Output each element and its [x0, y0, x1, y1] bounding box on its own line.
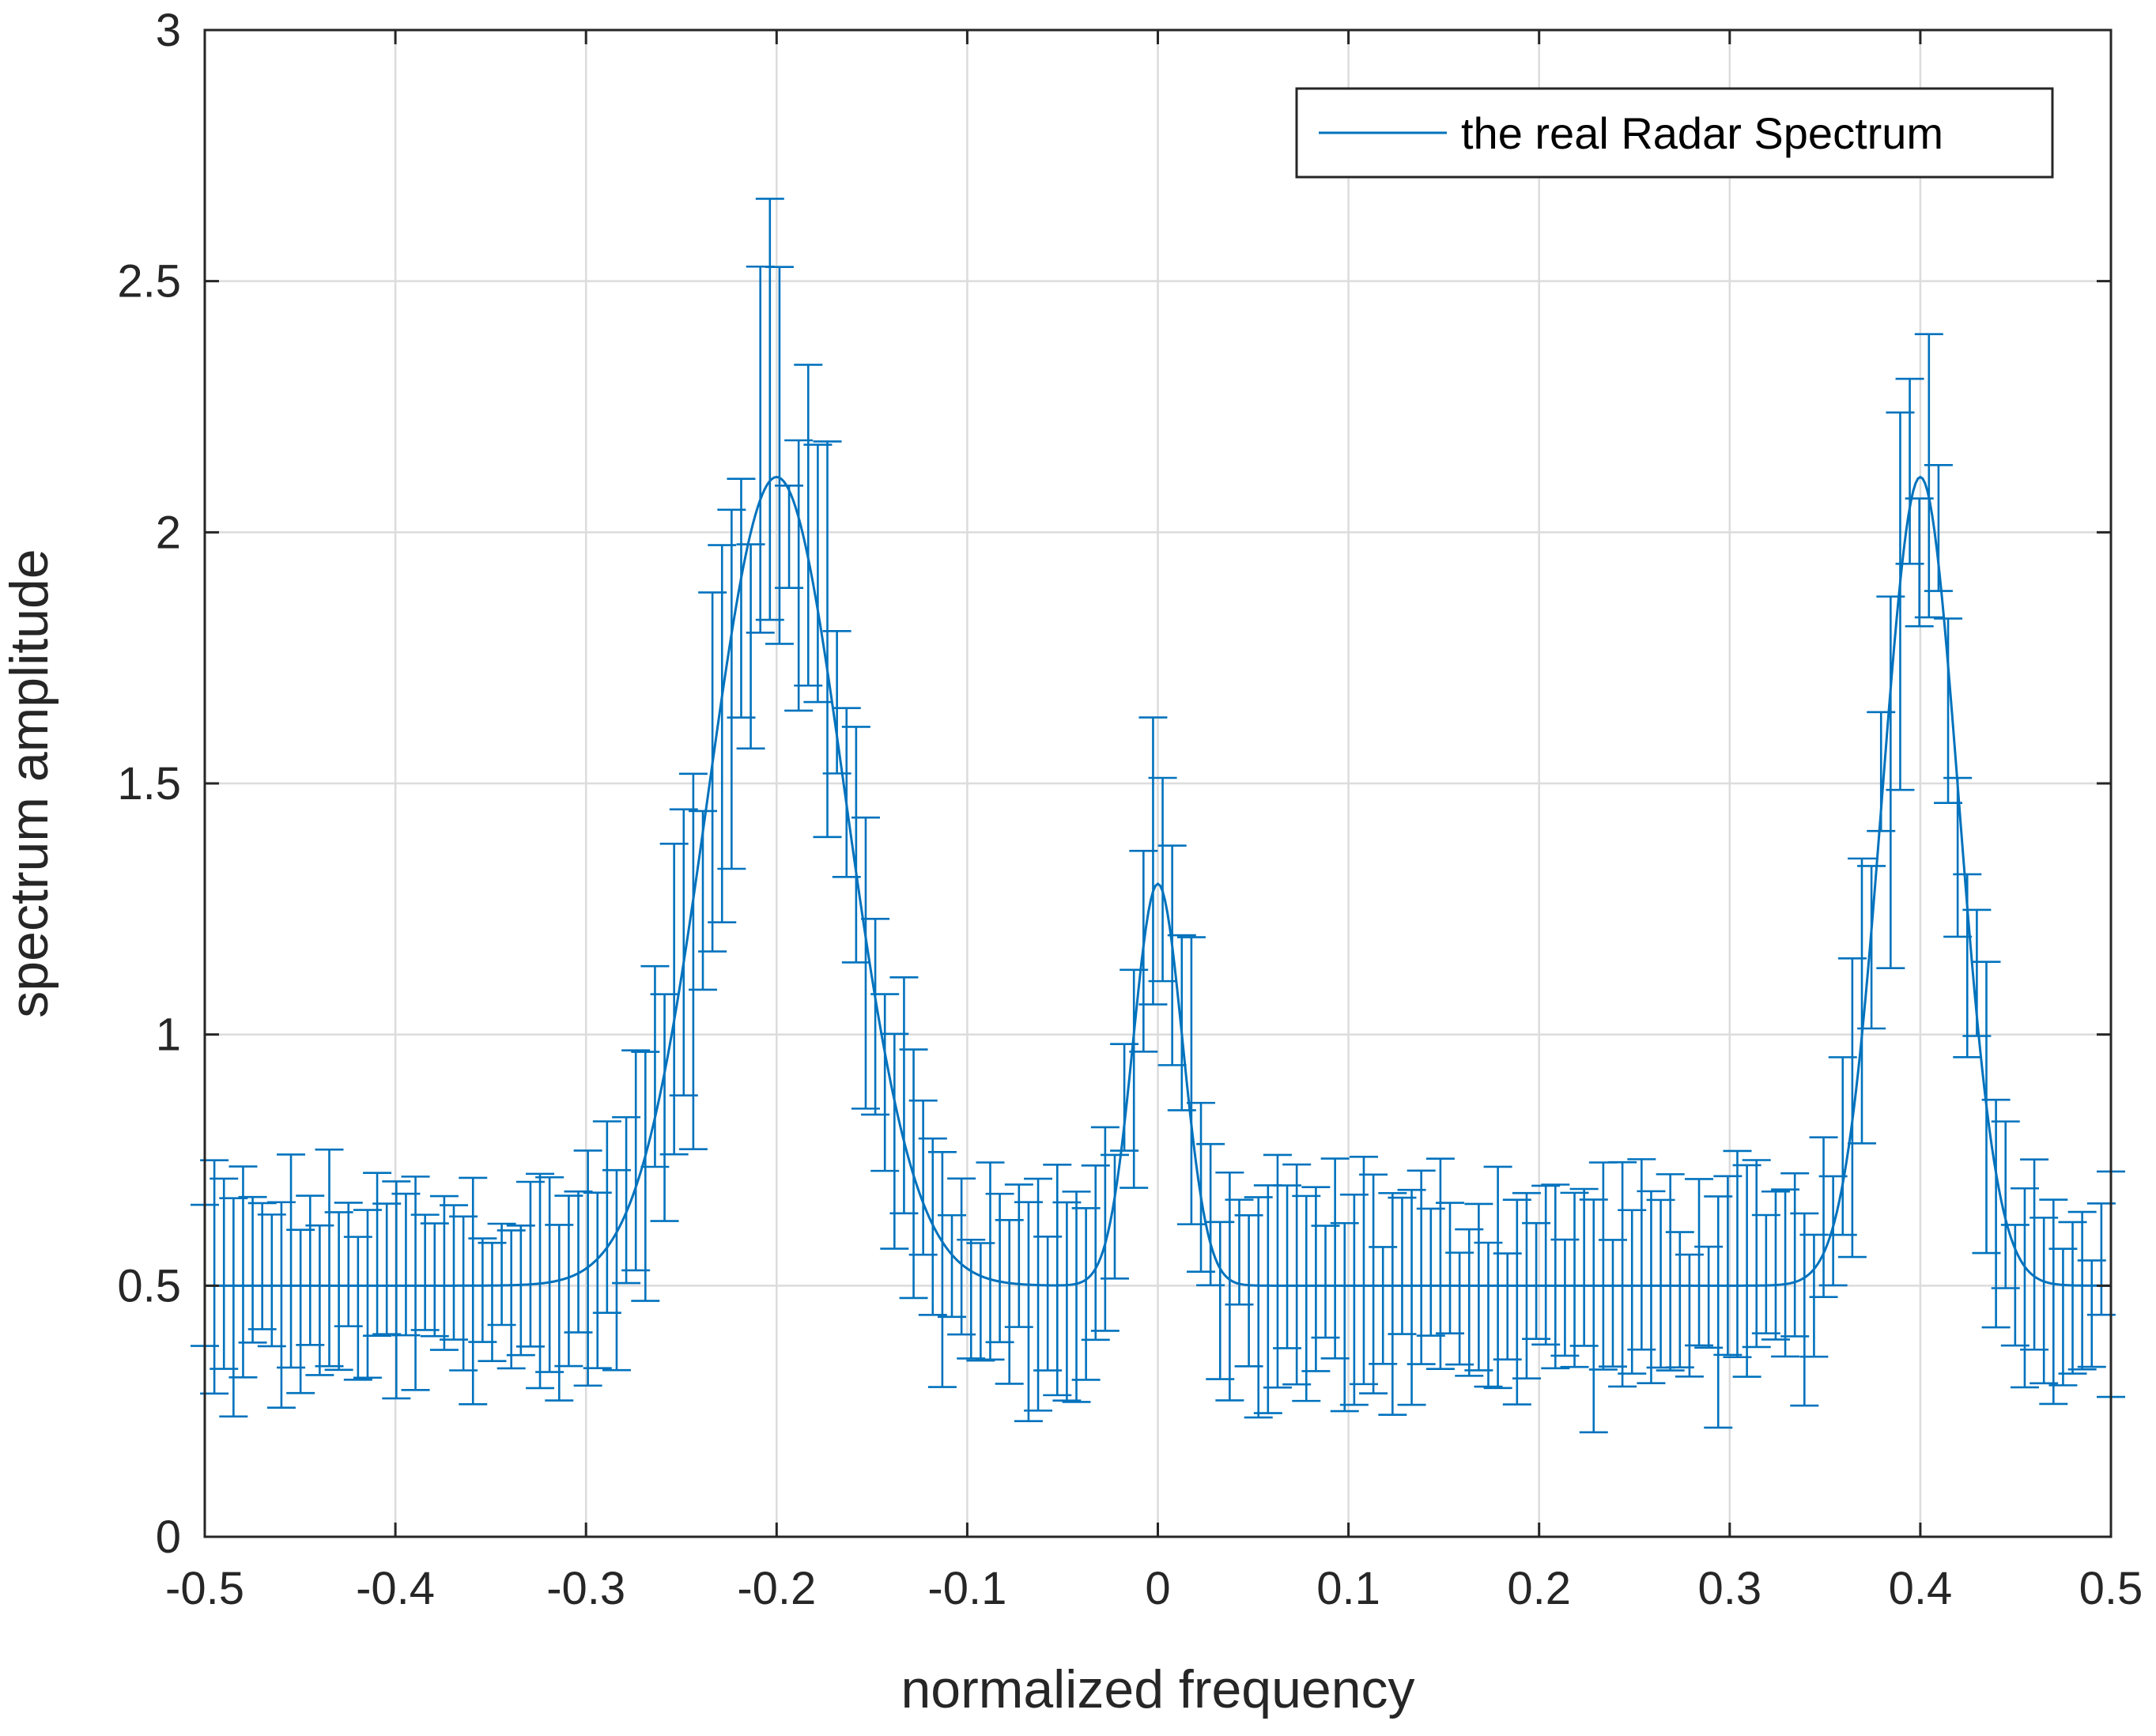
x-tick-label: 0.3: [1697, 1563, 1761, 1614]
error-bar: [1100, 1153, 1129, 1280]
error-bar: [1608, 1160, 1637, 1388]
x-axis-title: normalized frequency: [901, 1659, 1414, 1719]
y-tick-label: 0: [156, 1511, 181, 1563]
error-bar: [1062, 1191, 1091, 1403]
error-bar: [1637, 1190, 1666, 1384]
error-bar: [1790, 1212, 1819, 1407]
x-tick-label: 0.2: [1507, 1563, 1571, 1614]
error-bar: [765, 266, 794, 645]
legend-entry: the real Radar Spectrum: [1461, 108, 1943, 158]
x-tick-label: -0.5: [165, 1563, 244, 1614]
error-bar: [1090, 1126, 1120, 1332]
error-bar: [526, 1172, 555, 1390]
error-bar: [238, 1195, 267, 1344]
y-tick-label: 1.5: [117, 758, 181, 810]
error-bar: [927, 1150, 957, 1388]
x-tick-label: -0.1: [927, 1563, 1006, 1614]
y-tick-label: 0.5: [117, 1260, 181, 1311]
error-bar: [1359, 1173, 1388, 1394]
error-bar: [429, 1194, 459, 1351]
y-tick-label: 2: [156, 507, 181, 558]
y-tick-label: 3: [156, 5, 181, 56]
y-tick-label: 2.5: [117, 256, 181, 308]
x-tick-label: 0: [1145, 1563, 1170, 1614]
error-bar: [976, 1161, 1005, 1361]
error-bar: [1138, 716, 1168, 1006]
error-bar: [459, 1176, 488, 1406]
error-bar: [813, 440, 842, 839]
error-bar: [1656, 1173, 1685, 1372]
error-bar: [1301, 1186, 1331, 1372]
x-tick-label: 0.4: [1889, 1563, 1953, 1614]
error-bar: [1215, 1171, 1244, 1402]
x-tick-label: 0.1: [1316, 1563, 1380, 1614]
x-tick-label: -0.4: [356, 1563, 435, 1614]
error-bar: [1847, 857, 1876, 1145]
axis-ticks: -0.5 -0.4 -0.3 -0.2 -0.1 0 0.1 0.2 0.3 0.4 0.5 0 0.5…: [117, 5, 2143, 1614]
legend: the real Radar Spectrum: [1295, 87, 2054, 179]
error-bar: [1378, 1191, 1407, 1416]
error-bar: [2067, 1210, 2097, 1371]
error-bar: [1742, 1159, 1771, 1349]
data-series: [191, 198, 2125, 1434]
error-bar: [1483, 1165, 1512, 1390]
error-bar: [1406, 1169, 1436, 1365]
error-bar: [401, 1176, 430, 1391]
error-bar: [1024, 1177, 1053, 1412]
x-tick-label: 0.5: [2079, 1563, 2143, 1614]
error-bar: [678, 772, 708, 1150]
error-bar: [363, 1172, 392, 1337]
x-tick-label: -0.3: [546, 1563, 625, 1614]
error-bar: [1809, 1136, 1838, 1299]
x-tick-label: -0.2: [737, 1563, 816, 1614]
error-bar: [382, 1180, 411, 1400]
y-axis-title: spectrum amplitude: [0, 549, 59, 1017]
error-bar: [1914, 333, 1943, 619]
error-bar: [1541, 1183, 1570, 1370]
y-tick-label: 1: [156, 1010, 181, 1061]
error-bar: [2039, 1198, 2068, 1406]
spectrum-line: [205, 475, 2111, 1287]
